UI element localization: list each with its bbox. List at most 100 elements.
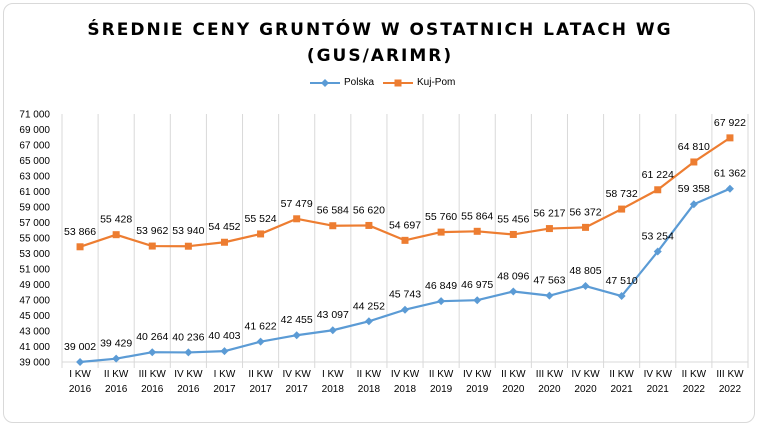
data-label-polska: 44 252 [353,300,385,312]
x-tick-label-year: 2021 [647,384,670,395]
data-label-kuj-pom: 55 524 [245,213,277,225]
data-point-polska [401,305,409,314]
data-label-kuj-pom: 53 866 [64,226,96,238]
chart-frame [3,3,755,423]
data-point-kuj-pom [401,236,409,244]
x-tick-label-quarter: II KW [248,369,273,380]
data-label-polska: 61 362 [714,168,746,180]
x-tick-label-year: 2019 [430,384,453,395]
data-label-kuj-pom: 56 217 [533,208,565,220]
data-label-polska: 46 975 [461,279,493,291]
y-tick-label: 63 000 [19,172,50,183]
legend: Polska Kuj-Pom [0,76,760,92]
data-point-polska [112,354,121,363]
y-tick-label: 47 000 [19,296,50,307]
data-label-polska: 39 429 [100,338,132,350]
x-tick-label-year: 2017 [213,384,236,395]
data-point-kuj-pom [257,230,265,238]
x-tick-label-quarter: I KW [214,369,236,380]
data-point-polska [689,200,698,209]
x-tick-label-year: 2018 [394,384,417,395]
data-point-polska [473,296,482,305]
x-tick-label-year: 2019 [466,384,489,395]
data-point-polska [256,337,265,346]
data-point-kuj-pom [726,134,734,142]
data-label-polska: 53 254 [642,231,674,243]
data-point-kuj-pom [76,243,84,251]
data-point-kuj-pom [509,230,517,238]
x-tick-label-year: 2018 [322,384,345,395]
y-tick-label: 45 000 [19,311,50,322]
x-tick-label-quarter: IV KW [283,369,312,380]
x-tick-label-quarter: II KW [429,369,454,380]
x-tick-label-year: 2020 [502,384,525,395]
data-point-kuj-pom [293,215,301,223]
data-label-polska: 47 563 [533,275,565,287]
data-point-polska [292,331,301,340]
x-tick-label-quarter: II KW [682,369,707,380]
data-point-kuj-pom [112,231,120,239]
x-tick-label-quarter: IV KW [644,369,673,380]
data-label-polska: 59 358 [678,183,710,195]
x-tick-label-year: 2017 [286,384,309,395]
legend-item-polska: Polska [310,77,374,88]
y-tick-label: 61 000 [19,187,50,198]
y-tick-label: 57 000 [19,218,50,229]
data-point-kuj-pom [184,242,192,250]
x-tick-label-quarter: II KW [501,369,526,380]
data-label-polska: 41 622 [245,321,277,333]
data-point-polska [545,291,554,300]
data-point-kuj-pom [329,222,337,230]
y-tick-label: 41 000 [19,342,50,353]
legend-polska-label: Polska [344,77,375,88]
data-label-polska: 45 743 [389,289,421,301]
x-tick-label-year: 2022 [683,384,706,395]
data-label-kuj-pom: 56 372 [569,206,601,218]
data-label-kuj-pom: 55 760 [425,211,457,223]
x-tick-label-quarter: III KW [716,369,744,380]
x-tick-label-quarter: IV KW [463,369,492,380]
data-label-kuj-pom: 56 584 [317,205,349,217]
data-label-polska: 46 849 [425,280,457,292]
data-point-kuj-pom [148,242,156,250]
data-point-kuj-pom [545,225,553,233]
x-tick-label-quarter: III KW [139,369,167,380]
data-point-polska [76,357,85,366]
data-label-kuj-pom: 55 456 [497,213,529,225]
legend-kuj-pom-label: Kuj-Pom [417,77,456,88]
data-point-kuj-pom [473,227,481,235]
data-point-polska [184,348,193,357]
data-label-polska: 43 097 [317,309,349,321]
y-tick-label: 59 000 [19,203,50,214]
x-tick-label-year: 2016 [177,384,200,395]
data-label-kuj-pom: 58 732 [606,188,638,200]
data-label-kuj-pom: 67 922 [714,117,746,129]
chart-title-line-2: (GUS/ARIMR) [306,46,454,66]
data-label-kuj-pom: 53 962 [136,225,168,237]
x-tick-label-quarter: I KW [322,369,344,380]
x-tick-label-year: 2020 [538,384,561,395]
data-label-kuj-pom: 56 620 [353,204,385,216]
y-tick-label: 53 000 [19,249,50,260]
data-point-polska [364,317,373,326]
data-point-polska [328,326,337,335]
data-point-kuj-pom [654,186,662,194]
data-label-polska: 39 002 [64,341,96,353]
data-label-polska: 47 510 [606,275,638,287]
y-tick-label: 49 000 [19,280,50,291]
data-point-kuj-pom [220,238,228,246]
data-label-kuj-pom: 54 452 [208,221,240,233]
x-tick-label-quarter: II KW [609,369,634,380]
data-label-kuj-pom: 61 224 [642,169,674,181]
data-label-kuj-pom: 64 810 [678,141,710,153]
x-tick-label-quarter: IV KW [571,369,600,380]
data-label-kuj-pom: 57 479 [281,198,313,210]
x-tick-label-quarter: IV KW [391,369,420,380]
y-tick-label: 67 000 [19,141,50,152]
x-tick-label-year: 2016 [69,384,92,395]
legend-kuj-pom-marker [383,79,413,86]
data-label-polska: 40 236 [172,331,204,343]
data-point-kuj-pom [365,221,373,229]
data-point-kuj-pom [582,223,590,231]
